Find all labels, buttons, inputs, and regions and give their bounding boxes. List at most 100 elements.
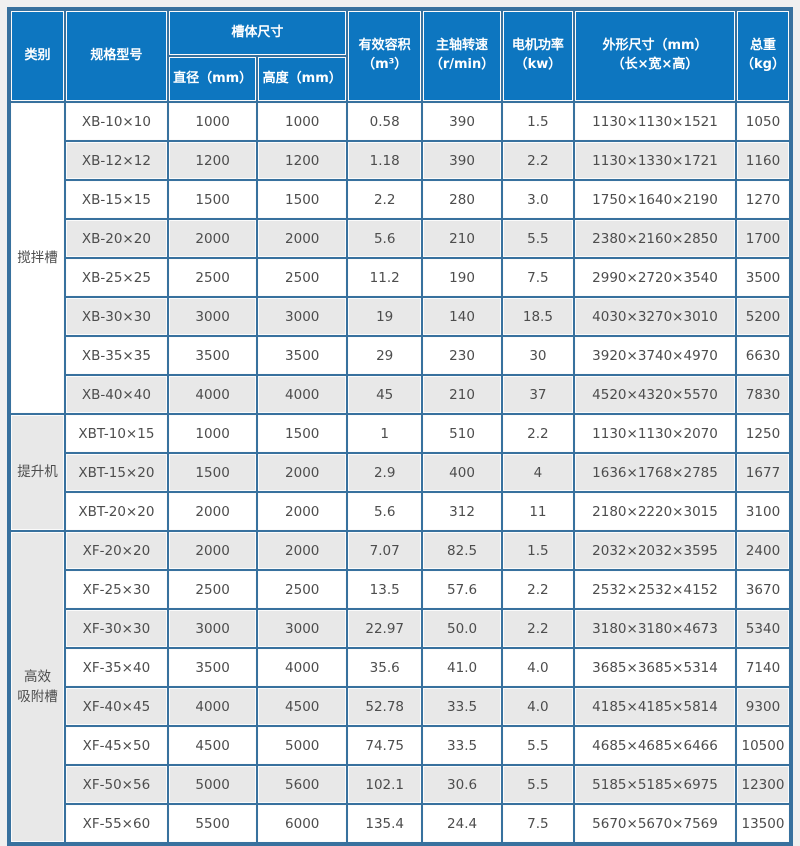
cell-diameter: 1000 <box>168 415 257 452</box>
cell-power: 5.5 <box>502 220 574 257</box>
cell-power: 2.2 <box>502 142 574 179</box>
cell-weight: 7830 <box>736 376 789 413</box>
cell-power: 11 <box>502 493 574 530</box>
cell-diameter: 3000 <box>168 298 257 335</box>
cell-weight: 9300 <box>736 688 789 725</box>
header-diameter: 直径（mm） <box>168 57 257 101</box>
cell-weight: 10500 <box>736 727 789 764</box>
cell-dims: 4685×4685×6466 <box>575 727 735 764</box>
cell-diameter: 4000 <box>168 376 257 413</box>
cell-dims: 5185×5185×6975 <box>575 766 735 803</box>
cell-dims: 4030×3270×3010 <box>575 298 735 335</box>
equipment-spec-table: 类别 规格型号 槽体尺寸 有效容积 （m³） 主轴转速 （r/min） 电机功率… <box>7 7 793 846</box>
cell-volume: 5.6 <box>348 493 422 530</box>
cell-speed: 57.6 <box>423 571 501 608</box>
cell-speed: 312 <box>423 493 501 530</box>
cell-height: 4500 <box>258 688 347 725</box>
cell-power: 5.5 <box>502 727 574 764</box>
cell-height: 1500 <box>258 181 347 218</box>
cell-diameter: 4500 <box>168 727 257 764</box>
cell-diameter: 4000 <box>168 688 257 725</box>
cell-model: XBT-15×20 <box>65 454 167 491</box>
cell-height: 3000 <box>258 610 347 647</box>
cell-speed: 230 <box>423 337 501 374</box>
cell-dims: 1130×1130×1521 <box>575 103 735 140</box>
cell-height: 4000 <box>258 376 347 413</box>
cell-volume: 13.5 <box>348 571 422 608</box>
table-row: 搅拌槽 XB-10×10 1000 1000 0.58 390 1.5 1130… <box>11 103 789 413</box>
cell-dims: 2380×2160×2850 <box>575 220 735 257</box>
category-cell-adsorption-tank: 高效 吸附槽 <box>11 532 64 842</box>
cell-speed: 390 <box>423 142 501 179</box>
cell-volume: 29 <box>348 337 422 374</box>
cell-weight: 12300 <box>736 766 789 803</box>
cell-height: 3500 <box>258 337 347 374</box>
cell-power: 5.5 <box>502 766 574 803</box>
cell-diameter: 3500 <box>168 649 257 686</box>
cell-model: XF-45×50 <box>65 727 167 764</box>
cell-diameter: 5000 <box>168 766 257 803</box>
cell-power: 18.5 <box>502 298 574 335</box>
cell-height: 2000 <box>258 220 347 257</box>
cell-diameter: 1000 <box>168 103 257 140</box>
table-body: 搅拌槽 XB-10×10 1000 1000 0.58 390 1.5 1130… <box>11 103 789 842</box>
table-row: XB-35×35 3500 3500 29 230 30 3920×3740×4… <box>11 337 789 374</box>
cell-volume: 52.78 <box>348 688 422 725</box>
cell-height: 2500 <box>258 571 347 608</box>
cell-power: 30 <box>502 337 574 374</box>
cell-speed: 82.5 <box>423 532 501 569</box>
category-cell-mixing-tank: 搅拌槽 <box>11 103 64 413</box>
cell-volume: 7.07 <box>348 532 422 569</box>
cell-dims: 4185×4185×5814 <box>575 688 735 725</box>
cell-diameter: 2000 <box>168 493 257 530</box>
cell-weight: 13500 <box>736 805 789 842</box>
cell-speed: 24.4 <box>423 805 501 842</box>
cell-weight: 5340 <box>736 610 789 647</box>
cell-weight: 1677 <box>736 454 789 491</box>
cell-power: 7.5 <box>502 805 574 842</box>
cell-dims: 3920×3740×4970 <box>575 337 735 374</box>
cell-volume: 2.9 <box>348 454 422 491</box>
cell-volume: 11.2 <box>348 259 422 296</box>
cell-diameter: 2000 <box>168 532 257 569</box>
cell-model: XF-40×45 <box>65 688 167 725</box>
page-background: 类别 规格型号 槽体尺寸 有效容积 （m³） 主轴转速 （r/min） 电机功率… <box>7 7 793 846</box>
cell-speed: 41.0 <box>423 649 501 686</box>
cell-model: XF-20×20 <box>65 532 167 569</box>
cell-height: 2000 <box>258 454 347 491</box>
table-header: 类别 规格型号 槽体尺寸 有效容积 （m³） 主轴转速 （r/min） 电机功率… <box>11 11 789 101</box>
cell-height: 3000 <box>258 298 347 335</box>
cell-power: 3.0 <box>502 181 574 218</box>
header-power: 电机功率 （kw） <box>502 11 574 101</box>
cell-model: XB-30×30 <box>65 298 167 335</box>
cell-speed: 210 <box>423 220 501 257</box>
cell-weight: 1160 <box>736 142 789 179</box>
cell-height: 1500 <box>258 415 347 452</box>
cell-dims: 5670×5670×7569 <box>575 805 735 842</box>
cell-volume: 2.2 <box>348 181 422 218</box>
cell-model: XF-35×40 <box>65 649 167 686</box>
table-row: XF-25×30 2500 2500 13.5 57.6 2.2 2532×25… <box>11 571 789 608</box>
cell-diameter: 3500 <box>168 337 257 374</box>
cell-weight: 5200 <box>736 298 789 335</box>
cell-volume: 45 <box>348 376 422 413</box>
cell-power: 2.2 <box>502 610 574 647</box>
cell-model: XBT-20×20 <box>65 493 167 530</box>
cell-dims: 3685×3685×5314 <box>575 649 735 686</box>
cell-speed: 390 <box>423 103 501 140</box>
table-row: 提升机 XBT-10×15 1000 1500 1 510 2.2 1130×1… <box>11 415 789 530</box>
cell-power: 4.0 <box>502 688 574 725</box>
cell-speed: 33.5 <box>423 688 501 725</box>
cell-model: XB-20×20 <box>65 220 167 257</box>
cell-power: 1.5 <box>502 532 574 569</box>
cell-speed: 280 <box>423 181 501 218</box>
table-row: XB-20×20 2000 2000 5.6 210 5.5 2380×2160… <box>11 220 789 257</box>
cell-weight: 3100 <box>736 493 789 530</box>
cell-diameter: 1500 <box>168 454 257 491</box>
header-model: 规格型号 <box>65 11 167 101</box>
header-category: 类别 <box>11 11 64 101</box>
cell-dims: 2032×2032×3595 <box>575 532 735 569</box>
cell-power: 37 <box>502 376 574 413</box>
cell-model: XF-50×56 <box>65 766 167 803</box>
cell-weight: 6630 <box>736 337 789 374</box>
